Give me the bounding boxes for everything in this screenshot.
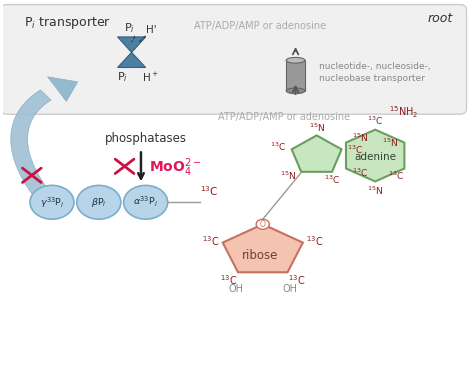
Text: root: root — [427, 12, 453, 25]
Text: H': H' — [146, 25, 156, 35]
Text: OH: OH — [283, 284, 297, 294]
Text: $^{15}$N: $^{15}$N — [367, 185, 383, 197]
Text: $^{13}$C: $^{13}$C — [346, 143, 363, 155]
Text: nucleotide-, nucleoside-,
nucleobase transporter: nucleotide-, nucleoside-, nucleobase tra… — [319, 62, 430, 83]
Polygon shape — [47, 77, 78, 101]
Text: $\beta$P$_i$: $\beta$P$_i$ — [91, 196, 107, 209]
Text: P$_i$ transporter: P$_i$ transporter — [24, 15, 111, 31]
Circle shape — [77, 185, 121, 219]
Polygon shape — [118, 53, 146, 68]
Text: $^{13}$C: $^{13}$C — [288, 273, 306, 287]
Text: $^{13}$C: $^{13}$C — [220, 273, 237, 287]
FancyBboxPatch shape — [0, 5, 466, 114]
Ellipse shape — [286, 57, 305, 63]
Text: $^{15}$N: $^{15}$N — [382, 137, 399, 149]
Text: $^{15}$N: $^{15}$N — [352, 132, 368, 144]
Polygon shape — [346, 130, 404, 181]
Polygon shape — [11, 90, 51, 198]
Text: H$^+$: H$^+$ — [142, 70, 159, 84]
Text: $^{13}$C: $^{13}$C — [202, 234, 219, 248]
Text: $^{13}$C: $^{13}$C — [271, 140, 287, 153]
Text: P$_i$: P$_i$ — [117, 70, 128, 84]
Ellipse shape — [286, 88, 305, 94]
Circle shape — [124, 185, 168, 219]
Text: phosphatases: phosphatases — [105, 132, 187, 145]
Text: O: O — [260, 220, 266, 229]
Text: OH: OH — [228, 284, 243, 294]
Polygon shape — [118, 37, 146, 53]
Circle shape — [30, 185, 74, 219]
Text: $^{15}$N: $^{15}$N — [280, 169, 296, 182]
Text: $^{13}$C: $^{13}$C — [201, 185, 219, 198]
Text: $^{13}$C: $^{13}$C — [367, 114, 383, 127]
Text: ATP/ADP/AMP or adenosine: ATP/ADP/AMP or adenosine — [218, 112, 350, 122]
Text: adenine: adenine — [354, 151, 396, 162]
Circle shape — [256, 219, 269, 229]
Text: $^{13}$C: $^{13}$C — [352, 167, 368, 179]
Text: $\alpha^{33}$P$_i$: $\alpha^{33}$P$_i$ — [133, 195, 158, 209]
Text: $\gamma^{33}$P$_i$: $\gamma^{33}$P$_i$ — [40, 195, 64, 210]
Text: P$_i$: P$_i$ — [124, 21, 135, 35]
Bar — [286, 60, 305, 91]
Text: MoO$_4^{2-}$: MoO$_4^{2-}$ — [149, 156, 201, 179]
Text: ATP/ADP/AMP or adenosine: ATP/ADP/AMP or adenosine — [194, 21, 327, 31]
Text: $^{15}$NH$_2$: $^{15}$NH$_2$ — [389, 104, 418, 120]
Text: $^{15}$N: $^{15}$N — [309, 121, 325, 134]
Text: $^{13}$C: $^{13}$C — [324, 173, 340, 186]
Polygon shape — [223, 224, 303, 272]
Text: $^{13}$C: $^{13}$C — [306, 234, 324, 248]
Text: ribose: ribose — [242, 249, 279, 262]
Polygon shape — [292, 135, 342, 172]
Text: $^{13}$C: $^{13}$C — [388, 169, 404, 182]
